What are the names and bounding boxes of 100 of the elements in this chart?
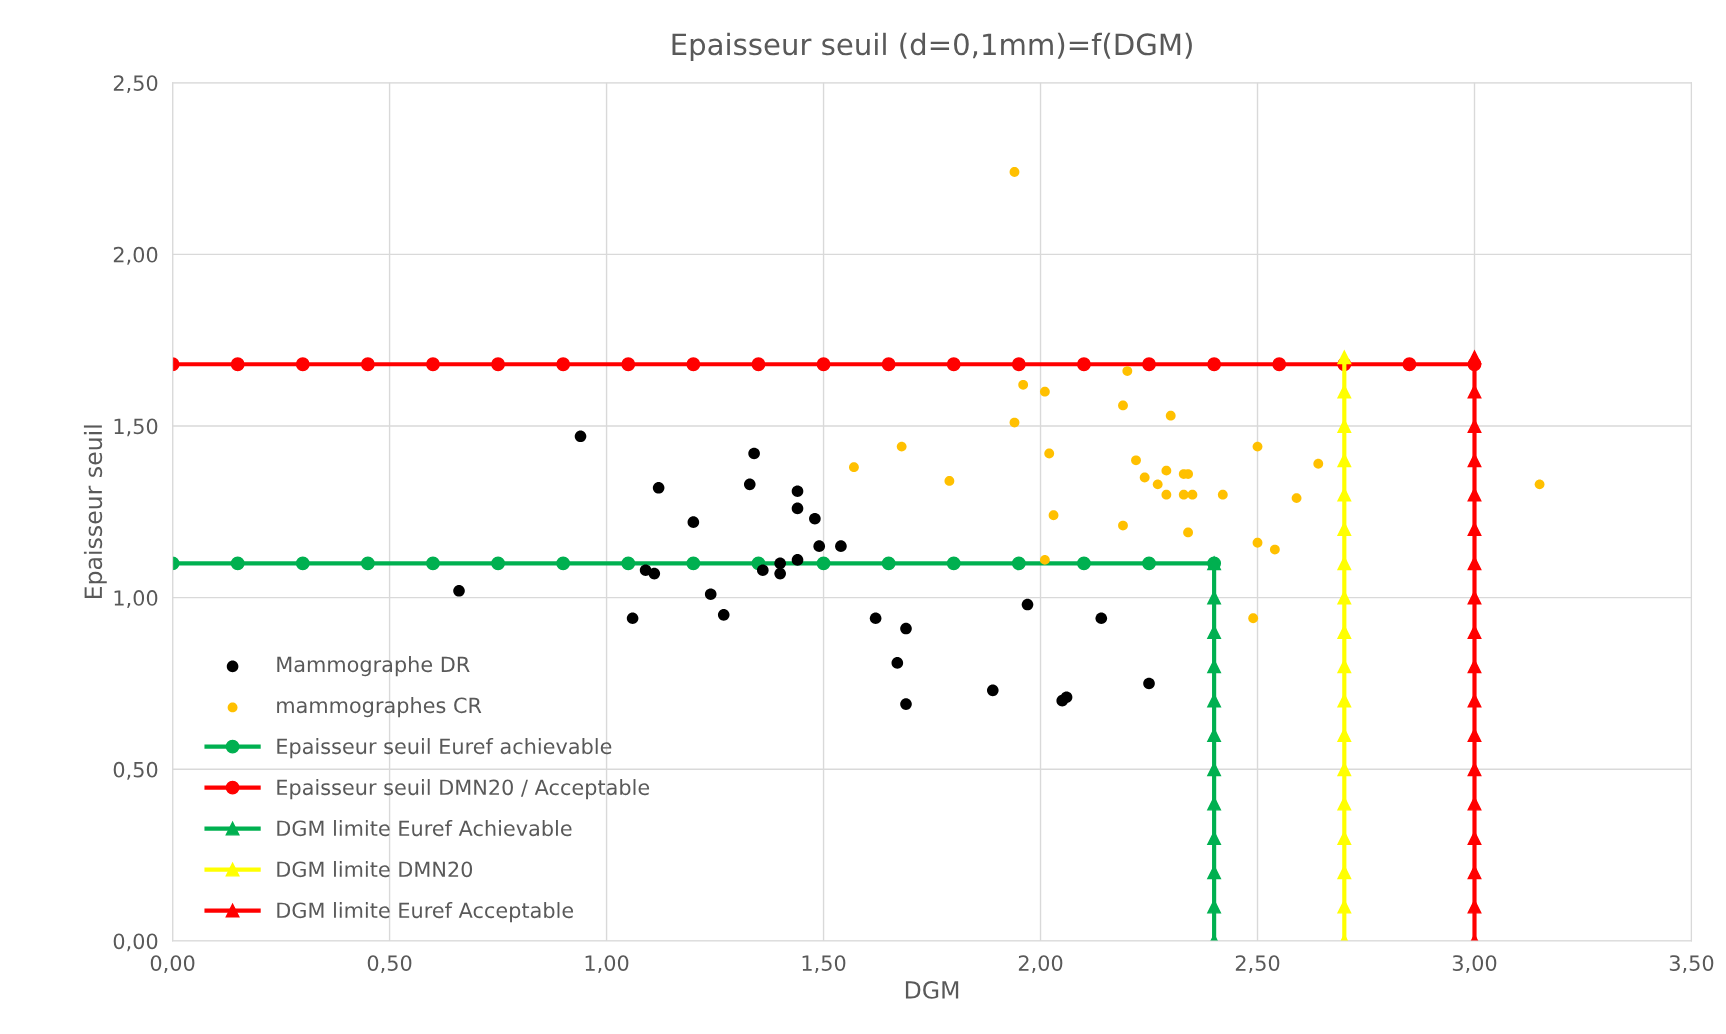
point	[900, 622, 912, 635]
point	[1337, 762, 1352, 777]
y-tick-label: 0,00	[113, 933, 158, 952]
point	[1337, 693, 1352, 708]
point	[687, 516, 700, 528]
point	[556, 357, 571, 372]
point	[1009, 417, 1020, 428]
point	[1337, 625, 1352, 639]
legend-label: Epaisseur seuil Euref achievable	[277, 738, 612, 759]
y-tick-label: 2,00	[113, 246, 158, 265]
legend-label: Mammographe DR	[277, 656, 470, 677]
point	[1076, 556, 1091, 571]
point	[1467, 350, 1482, 365]
point	[1467, 453, 1482, 468]
point	[791, 485, 804, 498]
point	[1048, 510, 1059, 521]
x-tick-label: 1,00	[585, 955, 629, 974]
point	[1060, 691, 1073, 704]
y-tick-label: 1,50	[114, 418, 158, 437]
point	[891, 657, 904, 669]
point	[881, 357, 896, 372]
x-tick-label: 2,50	[1235, 955, 1280, 974]
point	[1337, 487, 1352, 502]
point	[1337, 590, 1352, 605]
point	[1467, 728, 1482, 742]
point	[1122, 366, 1133, 376]
point	[1272, 357, 1287, 372]
point	[1467, 556, 1482, 571]
x-tick-label: 2,00	[1018, 955, 1063, 974]
point	[491, 556, 506, 571]
point	[639, 564, 652, 576]
point	[1187, 489, 1198, 500]
point	[1076, 357, 1091, 372]
point	[426, 357, 440, 372]
point	[491, 357, 506, 372]
point	[1011, 357, 1026, 372]
point	[1337, 384, 1352, 399]
point	[1252, 441, 1263, 452]
point	[1467, 831, 1482, 845]
point	[1142, 357, 1156, 372]
point	[1252, 537, 1263, 548]
point	[360, 357, 375, 372]
point	[813, 540, 826, 552]
point	[1337, 419, 1352, 433]
point	[835, 540, 847, 552]
point	[1178, 489, 1189, 500]
x-axis-title: DGM	[905, 980, 959, 999]
point	[717, 609, 730, 621]
point	[900, 698, 912, 710]
point	[1337, 865, 1352, 880]
point	[652, 481, 665, 494]
point	[896, 441, 907, 452]
point	[946, 556, 961, 571]
point	[1248, 613, 1259, 624]
point	[1467, 762, 1482, 777]
point	[1142, 556, 1156, 571]
point	[1337, 453, 1352, 468]
point	[360, 556, 375, 571]
point	[1018, 379, 1029, 390]
point	[1291, 493, 1302, 504]
point	[1039, 386, 1050, 397]
point	[1021, 598, 1034, 611]
point	[453, 584, 465, 597]
point	[986, 684, 999, 697]
point	[881, 556, 896, 571]
point	[1467, 865, 1482, 880]
point	[626, 612, 639, 625]
point	[1337, 728, 1352, 742]
point	[1337, 831, 1352, 845]
point	[1011, 556, 1026, 571]
point	[704, 588, 717, 601]
legend-label: DGM limite Euref Achievable	[277, 820, 572, 837]
point	[1009, 167, 1020, 177]
point	[774, 557, 786, 570]
x-tick-label: 3,50	[1669, 955, 1714, 974]
point	[426, 556, 440, 571]
point	[809, 512, 821, 525]
point	[295, 556, 310, 571]
point	[1467, 419, 1482, 433]
point	[1143, 677, 1155, 690]
y-axis-title: Epaisseur seuil	[83, 425, 107, 599]
point	[816, 556, 831, 571]
x-tick-label: 0,00	[150, 955, 195, 974]
point	[756, 564, 769, 576]
point	[748, 447, 760, 460]
point	[230, 357, 245, 372]
point	[944, 476, 955, 486]
point	[751, 357, 766, 372]
x-tick-label: 0,50	[367, 955, 412, 974]
y-tick-label: 2,50	[113, 75, 158, 94]
point	[295, 357, 310, 372]
point	[1152, 479, 1163, 490]
legend-label: DGM limite DMN20	[277, 861, 473, 878]
point	[869, 612, 882, 625]
legend-label: DGM limite Euref Acceptable	[277, 902, 574, 923]
legend-label: Epaisseur seuil DMN20 / Acceptable	[277, 779, 650, 800]
point	[686, 556, 701, 571]
y-tick-label: 1,00	[114, 590, 158, 608]
point	[1337, 350, 1352, 365]
point	[1039, 554, 1050, 565]
